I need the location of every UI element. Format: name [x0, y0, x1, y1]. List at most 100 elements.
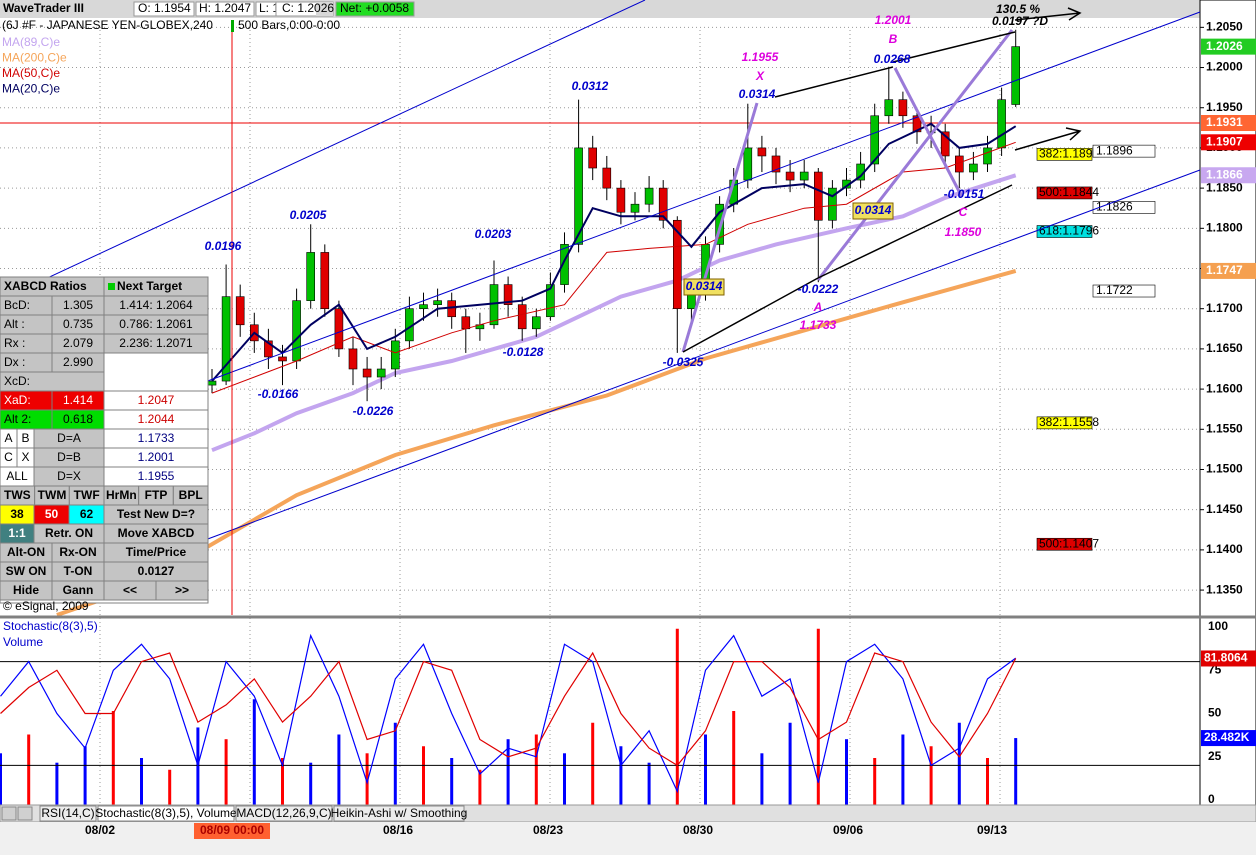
arrow	[1014, 7, 1082, 21]
y-tick-label: 100	[1208, 619, 1228, 633]
annotation: 1.1850	[945, 225, 982, 239]
volume-bar	[450, 758, 454, 805]
pattern-line	[774, 66, 894, 98]
tab-nav[interactable]	[1, 806, 17, 821]
button-label[interactable]: Gann	[63, 583, 94, 597]
panel-text: Rx :	[4, 336, 25, 350]
panel-text: 1.1733	[138, 431, 175, 445]
y-tick-label: 1.1450	[1206, 502, 1243, 516]
button-label[interactable]: TWM	[38, 488, 67, 502]
tab-label[interactable]: Stochastic(8(3),5), Volume	[95, 806, 237, 820]
button-label[interactable]: <<	[123, 583, 137, 597]
candle-body	[616, 187, 626, 213]
y-tick-label: 1.1650	[1206, 341, 1243, 355]
panel-text: D=B	[57, 450, 81, 464]
x-tick-label: 08/30	[683, 823, 713, 837]
button-label[interactable]: TWF	[74, 488, 100, 502]
annotation: 1.1955	[742, 50, 779, 64]
candle-body	[461, 316, 471, 330]
volume-bar	[337, 734, 341, 805]
tab-label[interactable]: Heikin-Ashi w/ Smoothing	[331, 806, 468, 820]
candle-body	[644, 187, 654, 205]
candle-body	[983, 147, 992, 165]
button-label[interactable]: SW ON	[6, 564, 47, 578]
annotation-box	[852, 202, 894, 220]
button-label[interactable]: Time/Price	[126, 545, 187, 559]
panel-text: 1.2044	[138, 412, 175, 426]
button-label[interactable]: Rx-ON	[59, 545, 96, 559]
volume-bar	[563, 753, 566, 805]
candle-body	[489, 284, 499, 326]
volume-bar	[393, 722, 397, 805]
stochastic-pane: 100755025081.806428.482KStochastic(8(3),…	[0, 619, 1256, 806]
value-marker	[1201, 730, 1256, 747]
annotation: 0.0268	[874, 52, 911, 66]
y-tick-label: 1.1850	[1206, 180, 1243, 194]
candle-body	[517, 304, 527, 330]
annotation: A	[813, 300, 823, 314]
tab[interactable]	[97, 805, 235, 822]
button-label[interactable]: >>	[175, 583, 189, 597]
panel-text: XaD:	[4, 393, 31, 407]
volume-bar	[591, 722, 595, 805]
volume-bar	[365, 753, 369, 805]
button-label[interactable]: 38	[10, 507, 24, 521]
button-label[interactable]: T-ON	[64, 564, 93, 578]
button-label[interactable]: 50	[45, 507, 59, 521]
ohlc-box	[316, 2, 333, 16]
panel-button[interactable]	[155, 580, 209, 601]
button-label[interactable]: HrMn	[106, 488, 137, 502]
volume-bar	[901, 734, 905, 805]
app-title: WaveTrader III	[3, 1, 84, 15]
volume-bar	[929, 746, 933, 805]
button-label[interactable]: 1:1	[8, 526, 26, 540]
button-label[interactable]: 62	[80, 507, 94, 521]
tab[interactable]	[333, 805, 465, 822]
candle-body	[813, 171, 823, 221]
candle-body	[799, 171, 809, 181]
ohlc-box	[195, 1, 255, 17]
x-tick-label: 09/06	[833, 823, 863, 837]
panel-cell	[103, 333, 209, 354]
button-label[interactable]: TWS	[4, 488, 31, 502]
fib-level-label: 382:1.1558	[1039, 415, 1099, 429]
tab-label[interactable]: MACD(12,26,9,C)	[236, 806, 331, 820]
tab[interactable]	[235, 805, 333, 822]
volume-bar	[986, 758, 989, 805]
button-label[interactable]: FTP	[145, 488, 168, 502]
annotation: 0.0314	[855, 203, 892, 217]
candle-body	[912, 115, 922, 133]
y-tick-label: 1.1600	[1206, 381, 1243, 395]
button-label[interactable]: Alt-ON	[7, 545, 45, 559]
tabs: RSI(14,C) Stochastic(8(3),5), Volume MACD(…	[1, 805, 468, 822]
candle-body	[419, 304, 428, 310]
fib-level-label: 618:1.1796	[1039, 224, 1099, 238]
button-label[interactable]: BPL	[179, 488, 203, 502]
x-tick-label: 08/09 00:00	[200, 823, 264, 837]
button-label[interactable]: Retr. ON	[45, 526, 93, 540]
tab[interactable]	[39, 805, 97, 822]
panel-text: D=A	[57, 431, 81, 445]
candle-body	[546, 284, 555, 318]
volume-bar	[647, 762, 651, 805]
button-label[interactable]: 0.0127	[138, 564, 175, 578]
volume-bar	[27, 734, 31, 805]
tab-nav[interactable]	[17, 806, 33, 821]
button-label[interactable]: Test New D=?	[117, 507, 195, 521]
legend-entry: MA(89,C)e	[2, 35, 60, 49]
candle-body	[658, 187, 668, 221]
bar-info: 500 Bars,0:00-0:00	[238, 18, 340, 32]
panel-text: 2.990	[63, 355, 93, 369]
volume-bar	[619, 746, 623, 805]
button-label[interactable]: Hide	[13, 583, 39, 597]
candle-body	[320, 252, 330, 310]
tab-label[interactable]: RSI(14,C)	[41, 806, 94, 820]
candle-body	[235, 296, 245, 326]
volume-bar	[506, 739, 510, 805]
annotation: -0.0128	[503, 345, 544, 359]
candle-body	[306, 252, 316, 301]
button-label[interactable]: Move XABCD	[118, 526, 195, 540]
panel-text: 1.414	[63, 393, 93, 407]
price-axis: 1.20501.20001.19501.19001.18501.18001.17…	[1200, 20, 1256, 596]
candle-body	[630, 203, 640, 213]
